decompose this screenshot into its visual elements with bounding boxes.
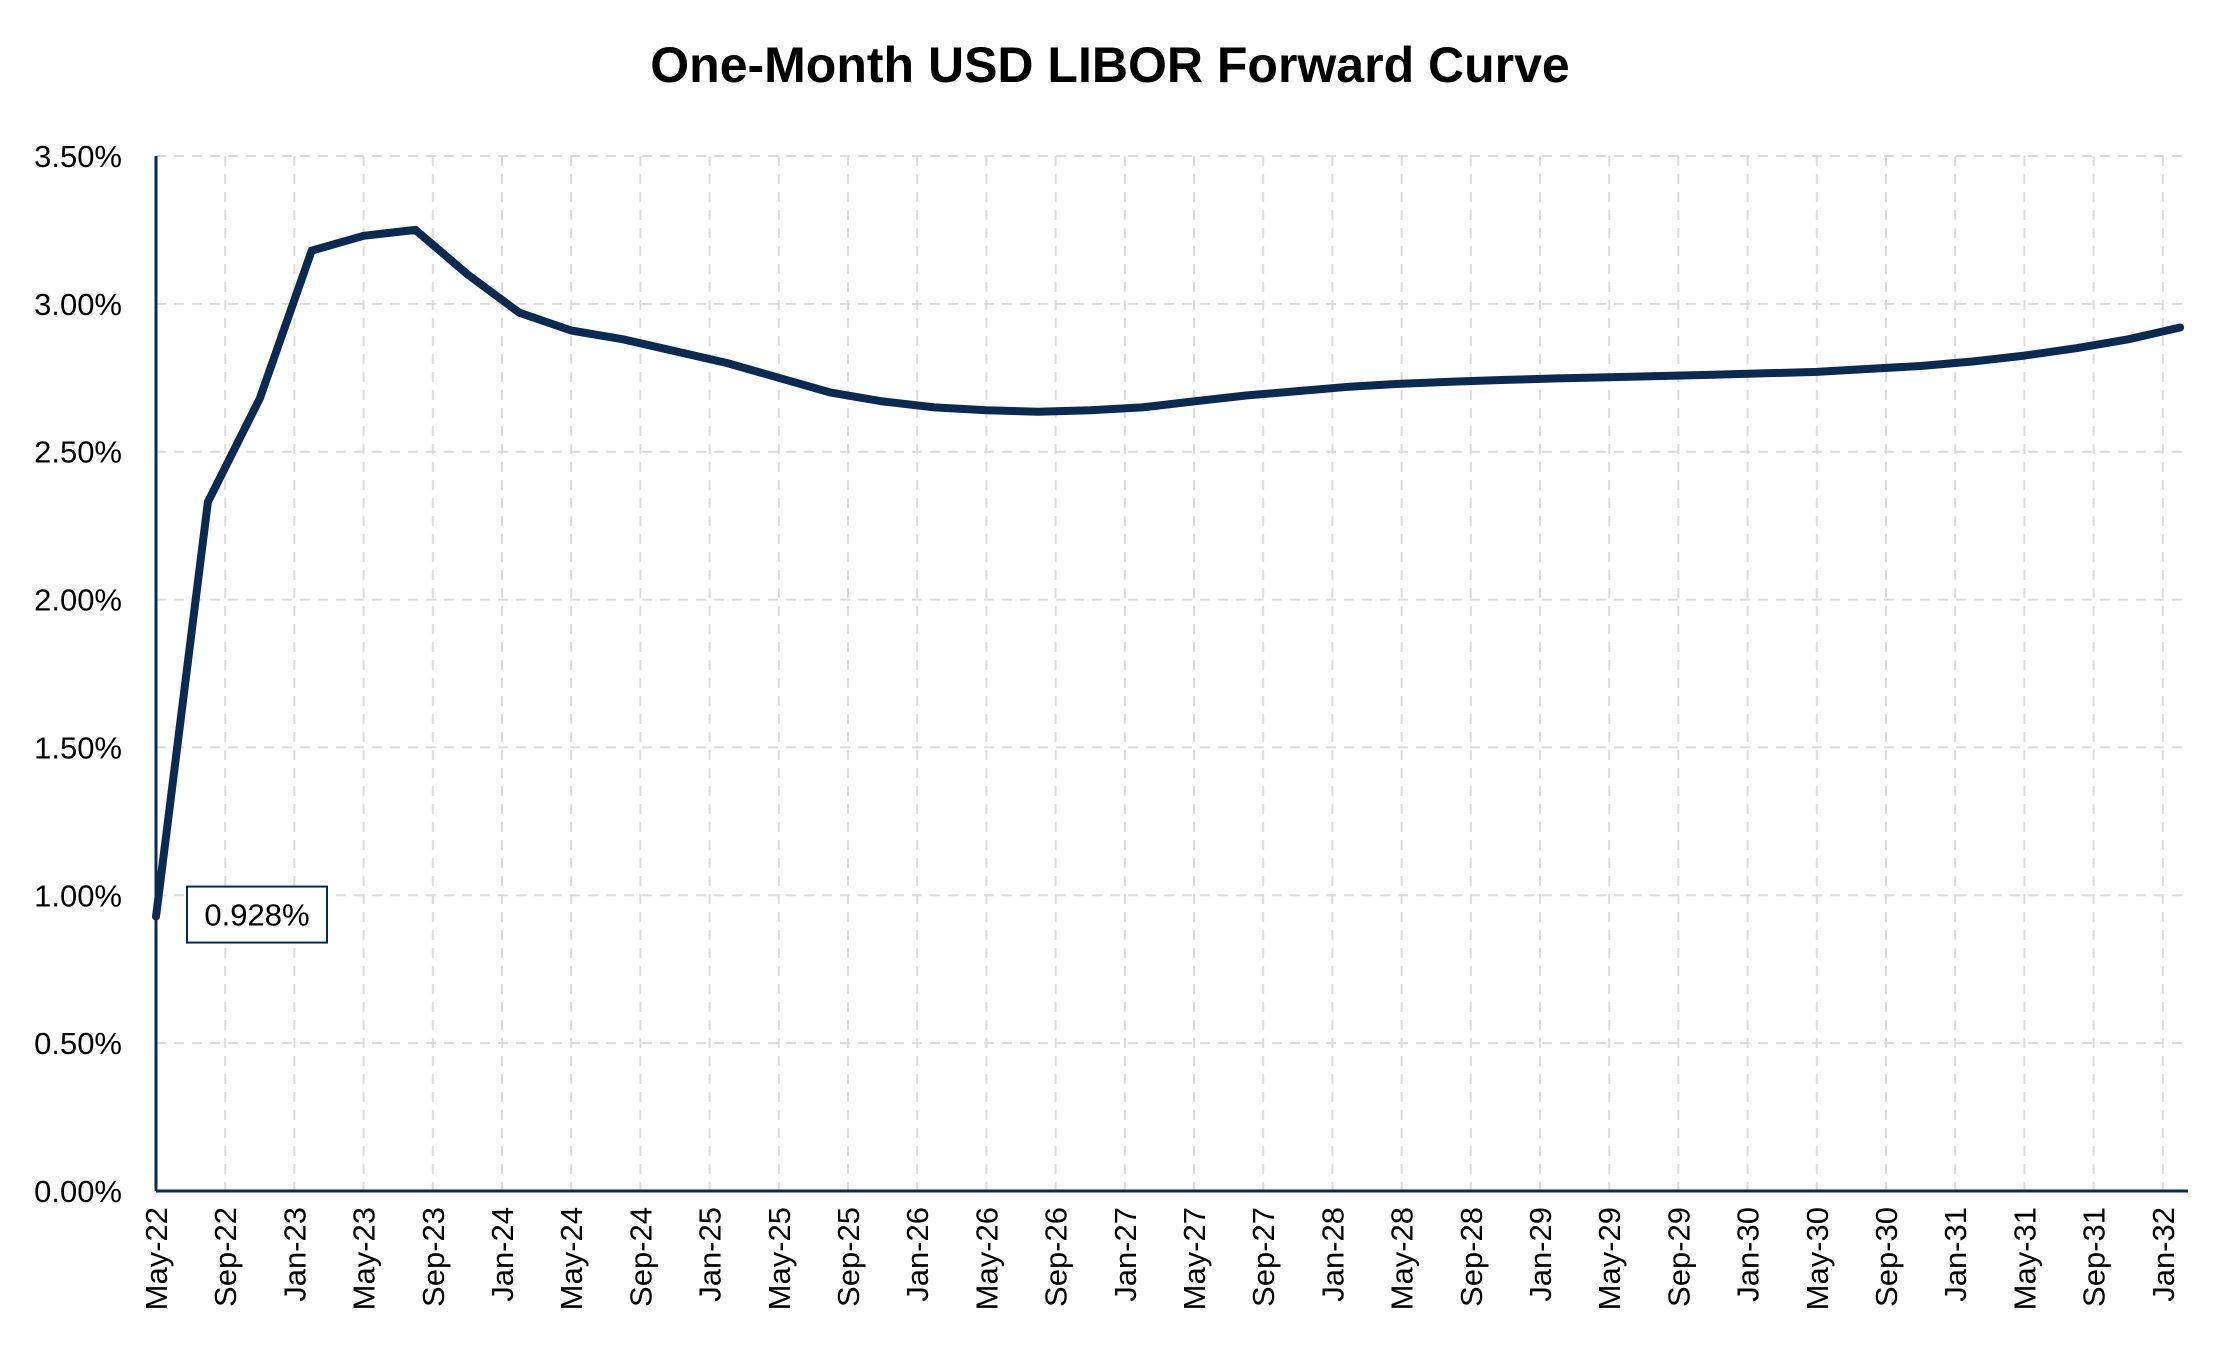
x-tick-label: May-30 xyxy=(1800,1207,1835,1310)
x-tick-label: May-29 xyxy=(1592,1207,1627,1310)
x-tick-label: May-22 xyxy=(139,1207,174,1310)
x-tick-label: May-25 xyxy=(762,1207,797,1310)
y-tick-label: 1.00% xyxy=(34,878,122,913)
x-tick-label: Sep-29 xyxy=(1661,1207,1696,1307)
y-tick-label: 2.50% xyxy=(34,435,122,470)
x-tick-label: May-24 xyxy=(554,1207,589,1310)
chart-title: One-Month USD LIBOR Forward Curve xyxy=(650,37,1570,93)
x-tick-label: Sep-30 xyxy=(1869,1207,1904,1307)
x-tick-label: Sep-23 xyxy=(416,1207,451,1307)
x-tick-label: Sep-26 xyxy=(1039,1207,1074,1307)
y-tick-label: 1.50% xyxy=(34,730,122,765)
x-tick-label: Jan-27 xyxy=(1108,1207,1143,1302)
x-tick-label: Jan-26 xyxy=(900,1207,935,1302)
y-tick-label: 0.50% xyxy=(34,1026,122,1061)
data-label-box xyxy=(186,885,328,944)
x-tick-label: Sep-27 xyxy=(1246,1207,1281,1307)
y-tick-label: 3.50% xyxy=(34,139,122,174)
x-tick-label: May-23 xyxy=(347,1207,382,1310)
x-tick-label: Sep-24 xyxy=(623,1207,658,1307)
y-tick-label: 0.00% xyxy=(34,1174,122,1209)
x-tick-label: May-28 xyxy=(1385,1207,1420,1310)
x-tick-label: Jan-24 xyxy=(485,1207,520,1302)
y-tick-label: 2.00% xyxy=(34,583,122,618)
x-tick-label: Sep-25 xyxy=(831,1207,866,1307)
y-tick-label: 3.00% xyxy=(34,287,122,322)
x-tick-label: May-26 xyxy=(969,1207,1004,1310)
x-tick-label: Jan-23 xyxy=(277,1207,312,1302)
x-tick-label: Jan-32 xyxy=(2146,1207,2181,1302)
x-tick-label: Jan-28 xyxy=(1315,1207,1350,1302)
series-line xyxy=(152,225,2185,921)
x-tick-label: Sep-22 xyxy=(208,1207,243,1307)
x-tick-label: Jan-29 xyxy=(1523,1207,1558,1302)
x-tick-label: Sep-28 xyxy=(1454,1207,1489,1307)
x-tick-label: Jan-25 xyxy=(693,1207,728,1302)
x-tick-label: May-31 xyxy=(2007,1207,2042,1310)
x-tick-label: Jan-30 xyxy=(1731,1207,1766,1302)
x-tick-label: May-27 xyxy=(1177,1207,1212,1310)
data-label: 0.928% xyxy=(204,898,309,933)
x-tick-label: Jan-31 xyxy=(1938,1207,1973,1302)
x-tick-label: Sep-31 xyxy=(2077,1207,2112,1307)
